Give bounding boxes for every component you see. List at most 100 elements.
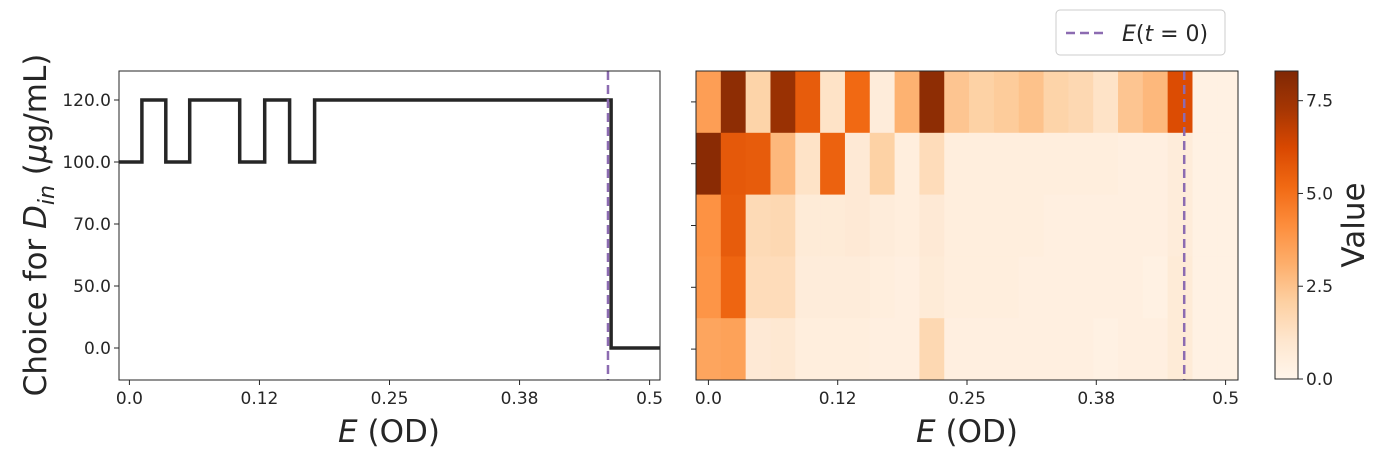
heatmap-cell (1142, 132, 1169, 196)
heatmap-cell (919, 71, 945, 134)
heatmap-cell (1018, 256, 1045, 319)
heatmap-cell (993, 256, 1020, 319)
heatmap-cell (944, 256, 970, 319)
heatmap-cell (1142, 71, 1169, 134)
heatmap-cell (795, 132, 821, 196)
colorbar-tick-label: 0.0 (1306, 370, 1333, 390)
heatmap-cell (1167, 318, 1193, 381)
heatmap-cell (720, 256, 747, 319)
heatmap-cell (944, 194, 970, 257)
colorbar-tick-label: 2.5 (1306, 277, 1333, 297)
heatmap-cell (820, 194, 846, 257)
right-x-tick-label: 0.25 (948, 389, 986, 409)
heatmap-cell (795, 194, 821, 257)
heatmap-cell (745, 71, 771, 134)
heatmap-cell (993, 194, 1020, 257)
heatmap-cell (1093, 318, 1119, 381)
left-x-tick-label: 0.38 (501, 389, 539, 409)
heatmap-cell (1167, 194, 1193, 257)
heatmap-cell (1142, 256, 1169, 319)
heatmap-cell (1142, 194, 1169, 257)
heatmap-cell (919, 256, 945, 319)
heatmap-cell (795, 71, 821, 134)
heatmap-cell (993, 132, 1020, 196)
heatmap-cell (919, 318, 945, 381)
heatmap-cell (720, 194, 747, 257)
step-series-line (119, 98, 660, 350)
heatmap-cell (894, 194, 920, 257)
left-x-tick-label: 0.5 (636, 389, 663, 409)
heatmap-cell (1217, 194, 1239, 257)
heatmap-cell (844, 256, 871, 319)
left-y-tick-label: 0.0 (84, 339, 111, 359)
heatmap-cell (869, 132, 896, 196)
heatmap-cell (1192, 194, 1218, 257)
heatmap-cell (770, 132, 796, 196)
right-x-tick-label: 0.5 (1212, 389, 1239, 409)
heatmap-cell (1217, 256, 1239, 319)
left-axes-frame (118, 70, 661, 381)
heatmap-cell (969, 132, 995, 196)
heatmap-cell (944, 318, 970, 381)
heatmap-cell (820, 256, 846, 319)
heatmap-cell (869, 194, 896, 257)
heatmap-cell (894, 132, 920, 196)
heatmap-cell (820, 318, 846, 381)
left-x-tick-label: 0.0 (116, 389, 143, 409)
heatmap-cell (869, 318, 896, 381)
heatmap-cell (770, 318, 796, 381)
heatmap-cell (969, 318, 995, 381)
heatmap-cell (696, 318, 722, 381)
heatmap-cell (770, 256, 796, 319)
heatmap-cell (1093, 71, 1119, 134)
heatmap-cell (696, 194, 722, 257)
heatmap-cell (894, 71, 920, 134)
heatmap-cell (969, 256, 995, 319)
heatmap-cell (1192, 71, 1218, 134)
heatmap-cell (1142, 318, 1169, 381)
heatmap-cell (1118, 318, 1144, 381)
heatmap-cell (844, 132, 871, 196)
right-x-tick-label: 0.38 (1077, 389, 1115, 409)
heatmap-cell (696, 132, 722, 196)
heatmap-cell (1043, 132, 1069, 196)
heatmap-cell (1068, 256, 1094, 319)
heatmap-cell (745, 132, 771, 196)
colorbar-tick-label: 5.0 (1306, 184, 1333, 204)
heatmap-cell (969, 194, 995, 257)
left-x-tick-label: 0.12 (241, 389, 279, 409)
heatmap-cell (1217, 318, 1239, 381)
heatmap-cell (820, 132, 846, 196)
heatmap-cell (844, 318, 871, 381)
heatmap-cell (696, 71, 722, 134)
heatmap-cell (745, 194, 771, 257)
colorbar-label: Value (1336, 182, 1372, 267)
heatmap-cell (720, 71, 747, 134)
heatmap-cell (745, 256, 771, 319)
left-x-tick-label: 0.25 (371, 389, 409, 409)
heatmap-cell (869, 71, 896, 134)
heatmap-cell (1068, 132, 1094, 196)
heatmap-cell (1043, 256, 1069, 319)
colorbar-gradient (1274, 70, 1299, 380)
heatmap-cell (1118, 132, 1144, 196)
legend-entry-label: E(t = 0) (1122, 22, 1208, 47)
heatmap-cell (894, 256, 920, 319)
heatmap-cell (1192, 318, 1218, 381)
left-y-tick-label: 100.0 (62, 153, 111, 173)
heatmap-cell (1118, 256, 1144, 319)
left-x-axis-label: E (OD) (338, 414, 440, 450)
heatmap-cell (1167, 256, 1193, 319)
colorbar-tick-label: 7.5 (1306, 92, 1333, 112)
heatmap-cell (1192, 256, 1218, 319)
heatmap-cell (1018, 318, 1045, 381)
right-x-tick-label: 0.0 (695, 389, 722, 409)
heatmap-cell (696, 256, 722, 319)
heatmap-cell (1167, 132, 1193, 196)
heatmap-cell (844, 194, 871, 257)
left-y-tick-label: 50.0 (73, 277, 111, 297)
heatmap-cell (720, 318, 747, 381)
left-y-axis-label: Choice for Din (μg/mL) (18, 54, 60, 397)
heatmap-cell (993, 71, 1020, 134)
heatmap-cell (1217, 132, 1239, 196)
